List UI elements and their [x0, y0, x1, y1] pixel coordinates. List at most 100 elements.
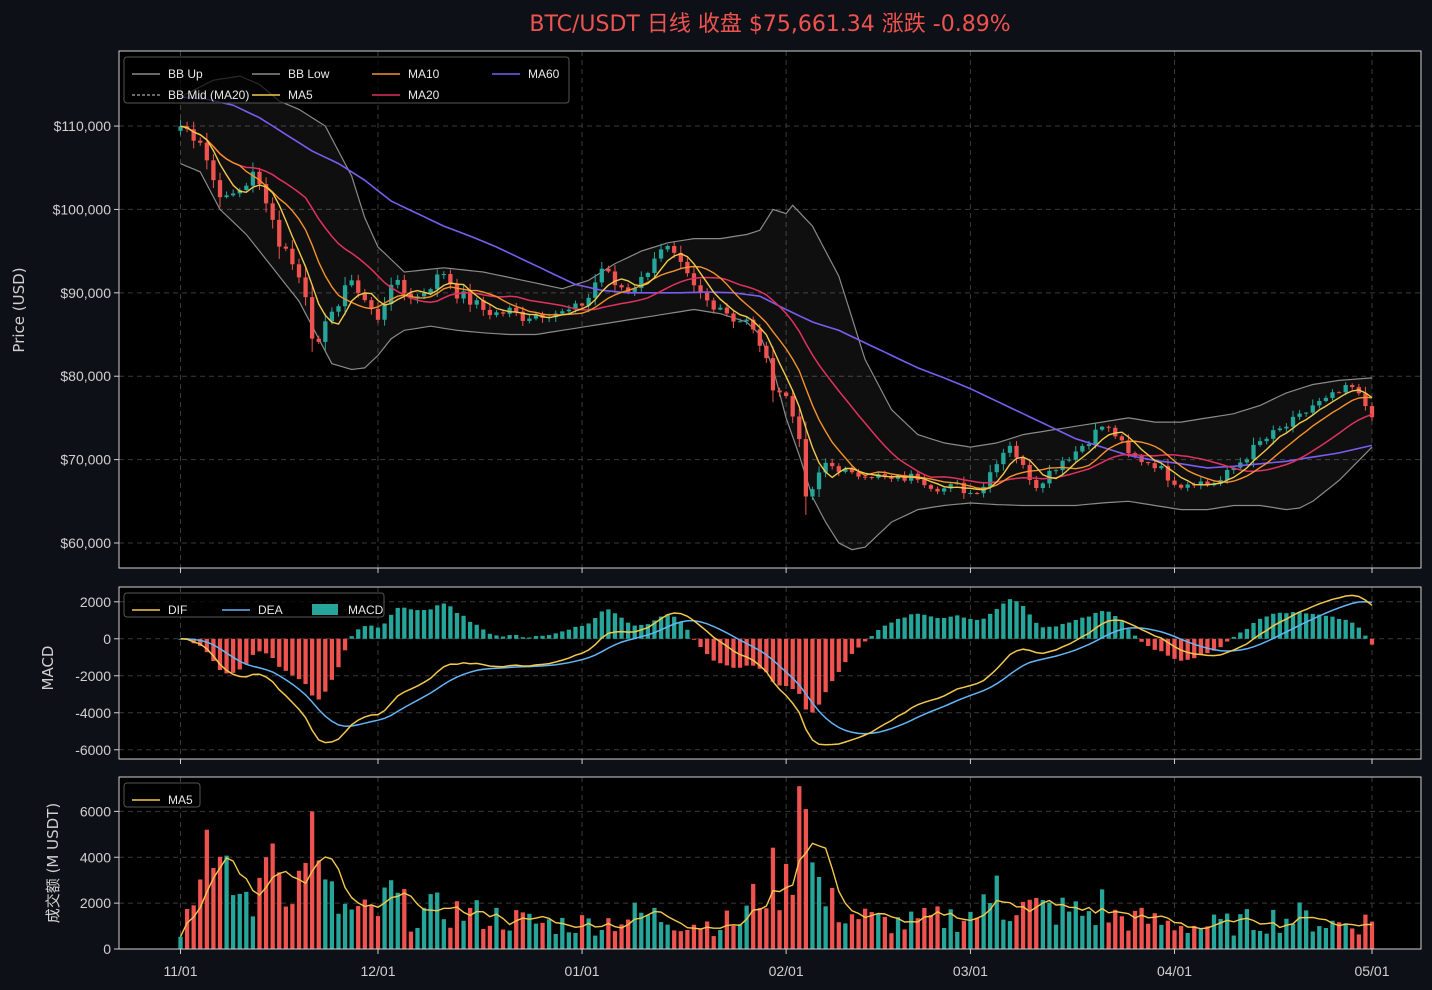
macd-bar [1060, 623, 1065, 639]
candle-body [198, 140, 203, 143]
volume-bar [1152, 913, 1157, 949]
macd-bar [1113, 615, 1118, 639]
candle-body [882, 474, 888, 477]
candle [520, 306, 525, 327]
macd-bar [1323, 615, 1329, 639]
volume-bar [961, 920, 967, 949]
candle [718, 304, 723, 311]
macd-bar [224, 638, 229, 674]
candle [1067, 457, 1072, 463]
candle-body [941, 488, 947, 492]
candle [310, 284, 315, 352]
candle [1271, 425, 1276, 445]
candle-body [645, 272, 651, 277]
y-tick-label: $90,000 [60, 285, 111, 301]
volume-bar [935, 906, 940, 949]
macd-bar [461, 615, 466, 639]
ma5-line [180, 125, 1373, 491]
candle [1330, 389, 1335, 401]
candle [737, 318, 743, 323]
volume-bar [1264, 933, 1269, 949]
macd-bar [296, 638, 302, 680]
volume-bar [487, 925, 493, 949]
macd-bar [586, 623, 591, 639]
volume-bar [1027, 899, 1032, 949]
candle-body [1290, 416, 1296, 427]
volume-bar [184, 909, 190, 949]
macd-bar [540, 635, 545, 639]
candle-body [494, 312, 499, 316]
candle-body [1126, 440, 1131, 454]
macd-bar [1132, 635, 1138, 639]
volume-bar [658, 922, 664, 949]
candle [678, 245, 683, 269]
macd-bar [428, 609, 433, 639]
volume-bar [283, 906, 288, 949]
volume-ma [179, 842, 1373, 938]
legend-item: BB Up [132, 67, 203, 81]
candle [369, 296, 374, 315]
candle-body [474, 300, 479, 305]
candle [191, 121, 196, 149]
candle-body [428, 289, 433, 294]
macd-bar [974, 619, 980, 639]
volume-bar [342, 903, 348, 949]
legend-item: MACD [312, 603, 384, 617]
candle-body [1020, 457, 1026, 465]
candle-body [323, 321, 328, 342]
macd-bar [408, 609, 414, 639]
legend-swatch [312, 604, 338, 615]
macd-bar [263, 638, 269, 654]
volume-bar [1257, 930, 1263, 949]
volume-bar [764, 908, 769, 949]
volume-bar [1238, 914, 1243, 949]
volume-bar [876, 913, 881, 949]
price-panel: $60,000 $70,000 $80,000 $90,000 $100,000 $110… [10, 50, 1422, 569]
volume-bar [724, 910, 730, 949]
macd-bar [323, 638, 328, 692]
macd-bar [250, 638, 256, 655]
volume-bar [323, 879, 328, 949]
candle [935, 486, 940, 495]
candle-body [1093, 429, 1098, 445]
legend-item: DEA [222, 603, 283, 617]
macd-bar [303, 638, 308, 685]
candle [751, 316, 756, 334]
macd-bar [217, 638, 223, 671]
macd-bar [481, 629, 486, 639]
volume-bar [1020, 901, 1026, 949]
candle [783, 391, 789, 399]
volume-bar [836, 922, 841, 949]
macd-bar [1106, 611, 1111, 639]
volume-bar [869, 912, 874, 949]
legend-label: MA60 [528, 67, 560, 81]
macd-bar [783, 638, 789, 686]
volume-bar [1211, 914, 1217, 949]
macd-bar [981, 618, 986, 639]
legend-item: BB Mid (MA20) [132, 88, 249, 102]
y-tick-label: $60,000 [60, 535, 111, 551]
macd-bar [573, 626, 578, 639]
candle [178, 119, 183, 136]
candle [599, 262, 604, 287]
candle [1073, 446, 1078, 463]
macd-bar [1330, 616, 1335, 639]
volume-bar [1139, 907, 1144, 949]
candle-body [974, 493, 980, 495]
volume-bar [494, 907, 499, 949]
candle-body [658, 249, 664, 259]
candle [323, 313, 328, 351]
candle-body [270, 203, 275, 220]
candle-body [1159, 466, 1164, 469]
legend-box [123, 592, 385, 618]
candle-body [612, 271, 618, 286]
macd-bar [560, 631, 565, 639]
legend-item: MA5 [132, 793, 193, 807]
legend-label: DEA [258, 603, 283, 617]
volume-ylabel: 成交额 (M USDT) [44, 803, 62, 923]
y-tick-label: $100,000 [53, 201, 112, 217]
candle [974, 491, 980, 495]
candle [1060, 456, 1065, 476]
candle [277, 210, 282, 259]
candle [356, 274, 361, 298]
